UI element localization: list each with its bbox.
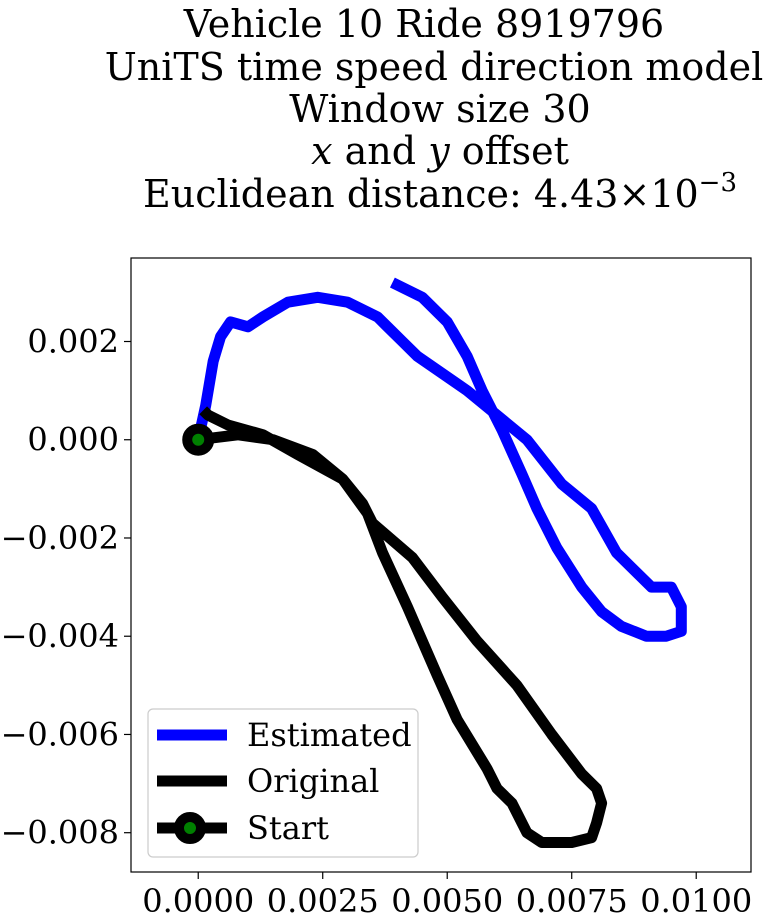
chart-title: Vehicle 10 Ride 8919796 UniTS time speed… (105, 2, 764, 216)
x-tick-label: 0.0100 (640, 882, 752, 920)
series-line-original (197, 406, 608, 848)
title-distance-prefix: Euclidean distance: (143, 172, 534, 216)
legend-marker-start (174, 812, 206, 844)
y-tick-label: −0.004 (1, 617, 119, 655)
legend-label-start: Start (247, 809, 329, 847)
title-distance-base: 10 (650, 172, 698, 216)
title-line-3: Window size 30 (289, 87, 590, 131)
y-tick-label: −0.008 (1, 814, 119, 852)
title-var-y: y (426, 129, 450, 173)
start-marker (182, 423, 215, 456)
y-tick-label: −0.006 (1, 715, 119, 753)
title-var-x: x (311, 129, 332, 173)
title-distance-times: × (618, 172, 650, 216)
title-distance-exponent: −3 (699, 168, 737, 198)
legend: Estimated Original Start (147, 708, 419, 858)
y-tick-label: 0.000 (27, 421, 119, 459)
title-and: and (333, 129, 429, 173)
plot-area (182, 277, 687, 848)
title-distance-mantissa: 4.43 (534, 172, 619, 216)
x-tick-label: 0.0075 (516, 882, 628, 920)
axis-ticks: 0.0000 0.0025 0.0050 0.0075 0.0100 0.002 0.000… (1, 323, 753, 920)
x-tick-label: 0.0025 (267, 882, 379, 920)
x-tick-label: 0.0050 (391, 882, 503, 920)
y-tick-label: 0.002 (27, 323, 119, 361)
title-line-2: UniTS time speed direction model (105, 45, 764, 89)
title-offset: offset (450, 129, 569, 173)
legend-label-original: Original (247, 762, 379, 800)
series-line-estimated (192, 277, 687, 642)
y-tick-label: −0.002 (1, 519, 119, 557)
title-line-1: Vehicle 10 Ride 8919796 (183, 2, 664, 46)
legend-label-estimated: Estimated (247, 716, 412, 754)
title-line-5: Euclidean distance: 4.43×10−3 (143, 168, 737, 216)
x-tick-label: 0.0000 (142, 882, 254, 920)
legend-box (147, 708, 419, 858)
title-line-4: x and y offset (311, 129, 569, 173)
axes-frame (130, 257, 752, 873)
